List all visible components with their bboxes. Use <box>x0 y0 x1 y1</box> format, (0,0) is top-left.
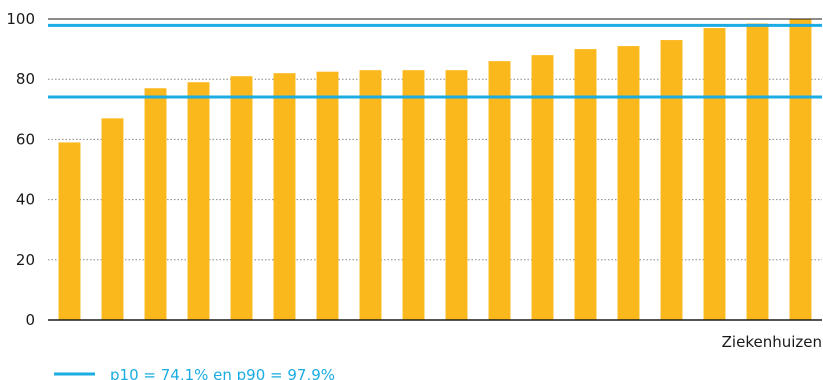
bar <box>746 23 769 320</box>
grid-lines <box>48 78 822 261</box>
bar <box>531 55 554 321</box>
bar <box>359 70 382 320</box>
bars <box>58 19 812 321</box>
bar <box>402 70 425 320</box>
y-tick-label: 100 <box>6 10 35 28</box>
x-axis-title: Ziekenhuizen <box>722 333 822 351</box>
bar <box>101 118 124 320</box>
bar <box>230 76 253 320</box>
bar <box>617 46 640 321</box>
bar <box>789 19 812 320</box>
bar <box>316 71 339 320</box>
bar <box>703 28 726 321</box>
legend-label: p10 = 74,1% en p90 = 97,9% <box>110 366 335 380</box>
bar <box>488 61 511 320</box>
bar <box>660 40 683 320</box>
bar <box>187 82 210 321</box>
y-tick-labels: 0 20 40 60 80 100 <box>6 10 35 329</box>
y-tick-label: 20 <box>16 251 35 269</box>
y-tick-label: 40 <box>16 191 35 209</box>
y-tick-label: 60 <box>16 130 35 148</box>
bar <box>58 142 81 320</box>
legend: p10 = 74,1% en p90 = 97,9% <box>54 366 335 380</box>
y-tick-label: 80 <box>16 70 35 88</box>
reference-lines <box>48 23 822 99</box>
bar <box>445 70 468 320</box>
y-tick-label: 0 <box>25 311 35 329</box>
bar <box>574 49 597 320</box>
bar <box>273 73 296 321</box>
bar <box>144 88 167 320</box>
